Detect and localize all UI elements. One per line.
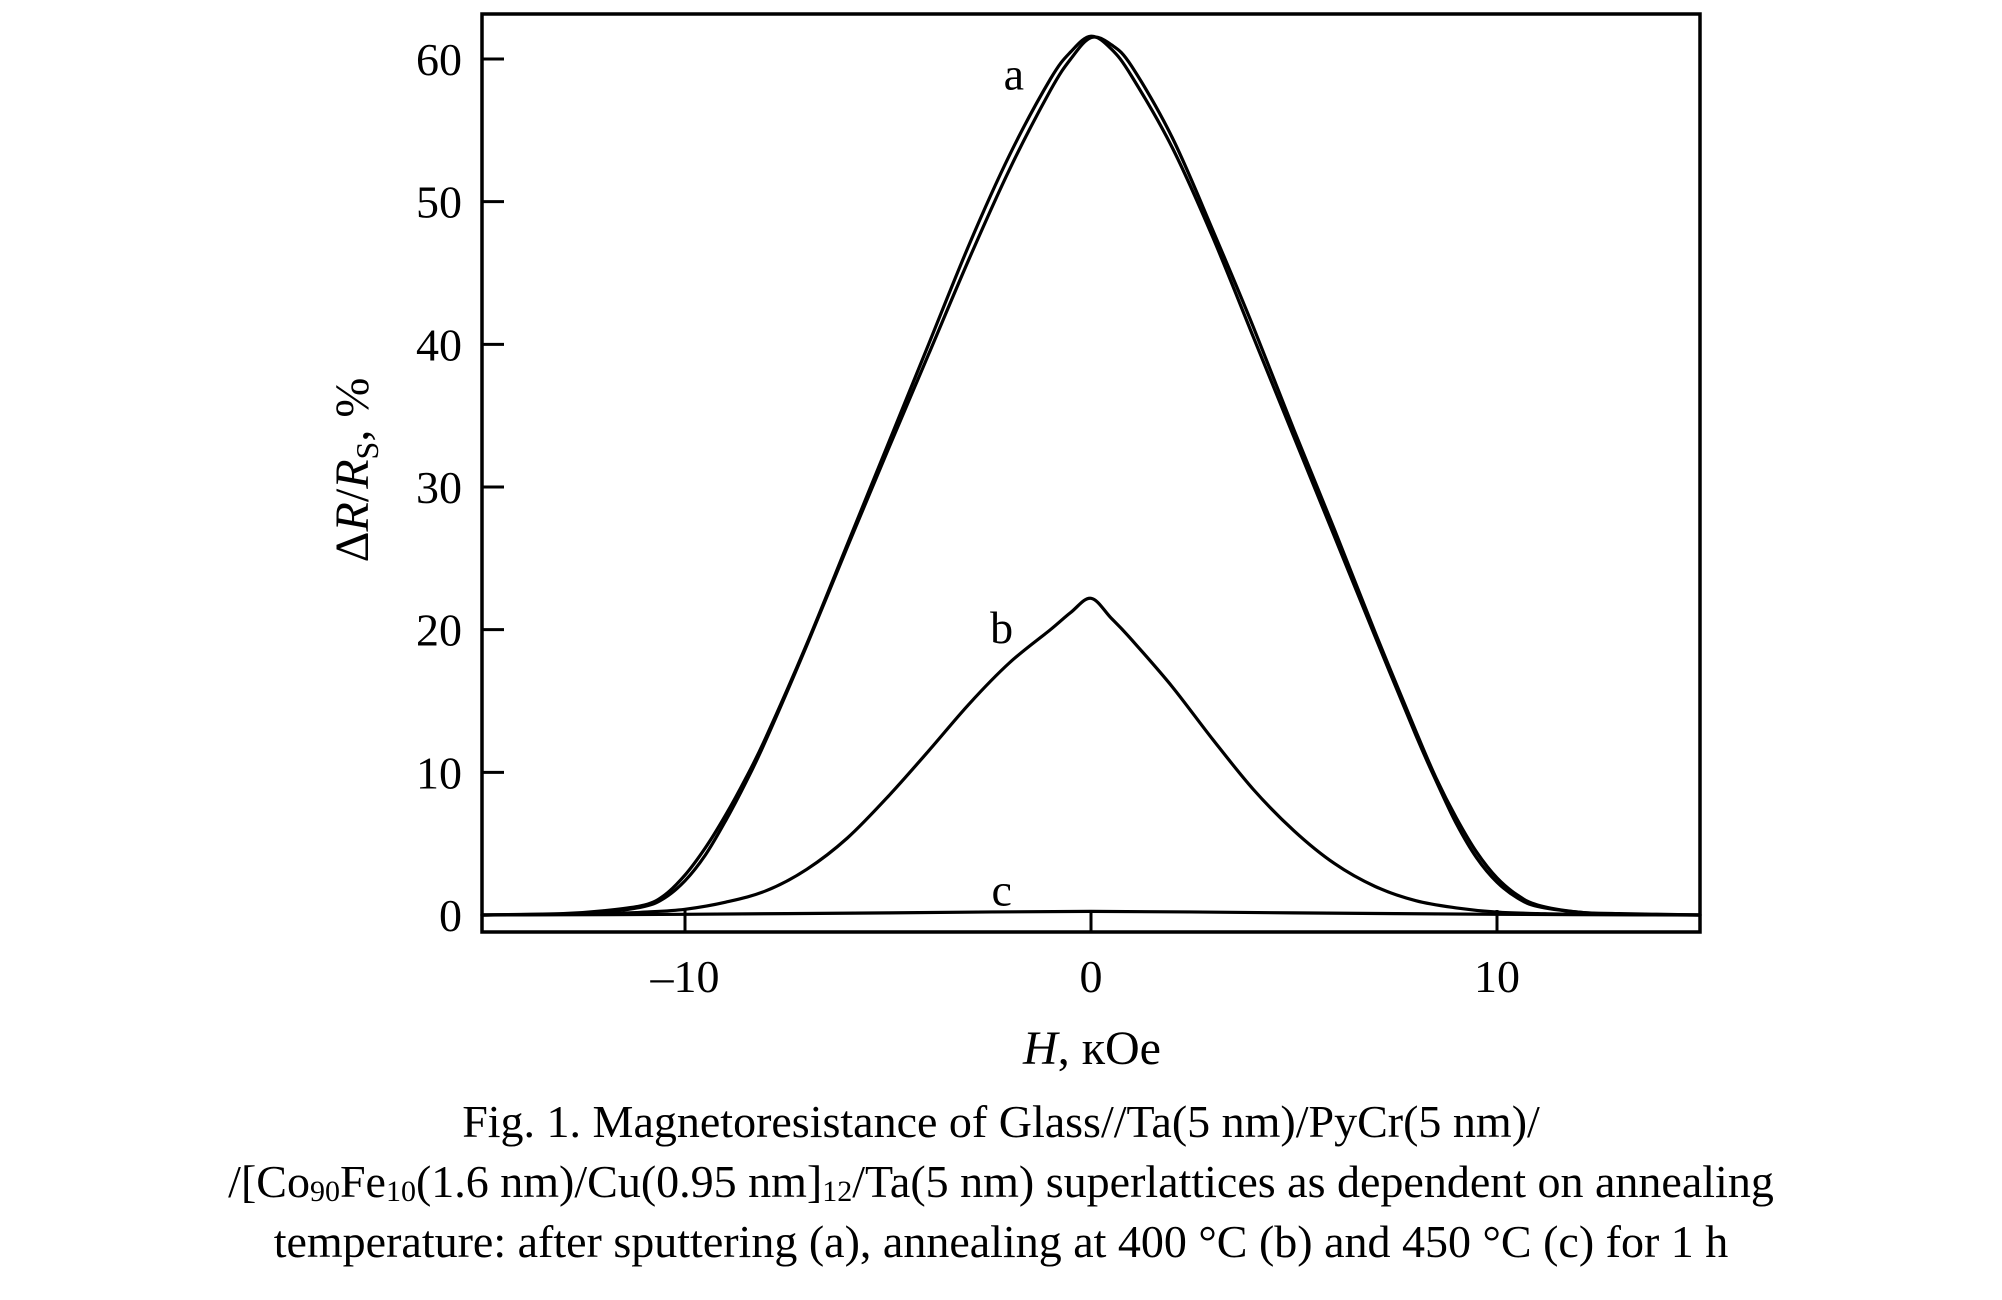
y-axis-label-unit: , % bbox=[326, 378, 379, 442]
y-axis-label-sub: S bbox=[349, 442, 385, 460]
x-axis-label: H, кOe bbox=[1022, 1022, 1161, 1075]
y-tick-label: 60 bbox=[416, 34, 462, 85]
curve-label-b: b bbox=[990, 602, 1013, 653]
curve-label-a: a bbox=[1004, 48, 1024, 99]
y-tick-label: 0 bbox=[439, 890, 462, 941]
y-tick-label: 10 bbox=[416, 747, 462, 798]
x-axis-label-unit: , кOe bbox=[1058, 1022, 1161, 1075]
series-a-branch-up-line bbox=[480, 35, 1702, 917]
caption-line-1: Fig. 1. Magnetoresistance of Glass//Ta(5… bbox=[462, 1096, 1540, 1147]
curve-label-c: c bbox=[991, 864, 1011, 915]
caption-line-2-part-2: Fe bbox=[339, 1156, 386, 1207]
x-tick-label: 10 bbox=[1474, 951, 1520, 1002]
caption-line-2-sub-1: 90 bbox=[309, 1175, 340, 1208]
caption-line-2-part-4: /Ta(5 nm) superlattices as dependent on … bbox=[852, 1156, 1774, 1207]
x-tick-label: –10 bbox=[650, 951, 720, 1002]
x-axis-label-var: H bbox=[1022, 1022, 1060, 1075]
y-tick-label: 20 bbox=[416, 605, 462, 656]
caption-line-2-part-3: (1.6 nm)/Cu(0.95 nm] bbox=[415, 1156, 823, 1207]
caption-line-2-sub-3: 12 bbox=[822, 1175, 853, 1208]
figure-caption: Fig. 1. Magnetoresistance of Glass//Ta(5… bbox=[60, 1092, 1942, 1272]
caption-line-3: temperature: after sputtering (a), annea… bbox=[273, 1216, 1729, 1267]
x-tick-label: 0 bbox=[1080, 951, 1103, 1002]
series-c-line bbox=[480, 909, 1702, 917]
y-tick-label: 30 bbox=[416, 462, 462, 513]
y-axis-label-r: R bbox=[326, 502, 379, 532]
y-tick-label: 40 bbox=[416, 319, 462, 370]
y-axis-label-rs: R bbox=[326, 459, 379, 489]
series-b-line bbox=[480, 596, 1702, 917]
y-axis-label-delta: Δ bbox=[326, 531, 379, 562]
plot-frame bbox=[480, 12, 1702, 934]
caption-line-2: /[Co90Fe10(1.6 nm)/Cu(0.95 nm]12/Ta(5 nm… bbox=[60, 1152, 1942, 1212]
y-tick-label: 50 bbox=[416, 177, 462, 228]
y-axis-label: ΔR/RS, % bbox=[326, 378, 385, 563]
plot-area: 0 10 20 30 40 50 60 –10 0 10 a b c bbox=[416, 12, 1702, 1002]
caption-line-2-part-1: /[Co bbox=[228, 1156, 310, 1207]
y-axis-label-slash: / bbox=[326, 488, 379, 502]
caption-line-2-sub-2: 10 bbox=[385, 1175, 416, 1208]
series-a-branch-down-line bbox=[480, 34, 1702, 917]
